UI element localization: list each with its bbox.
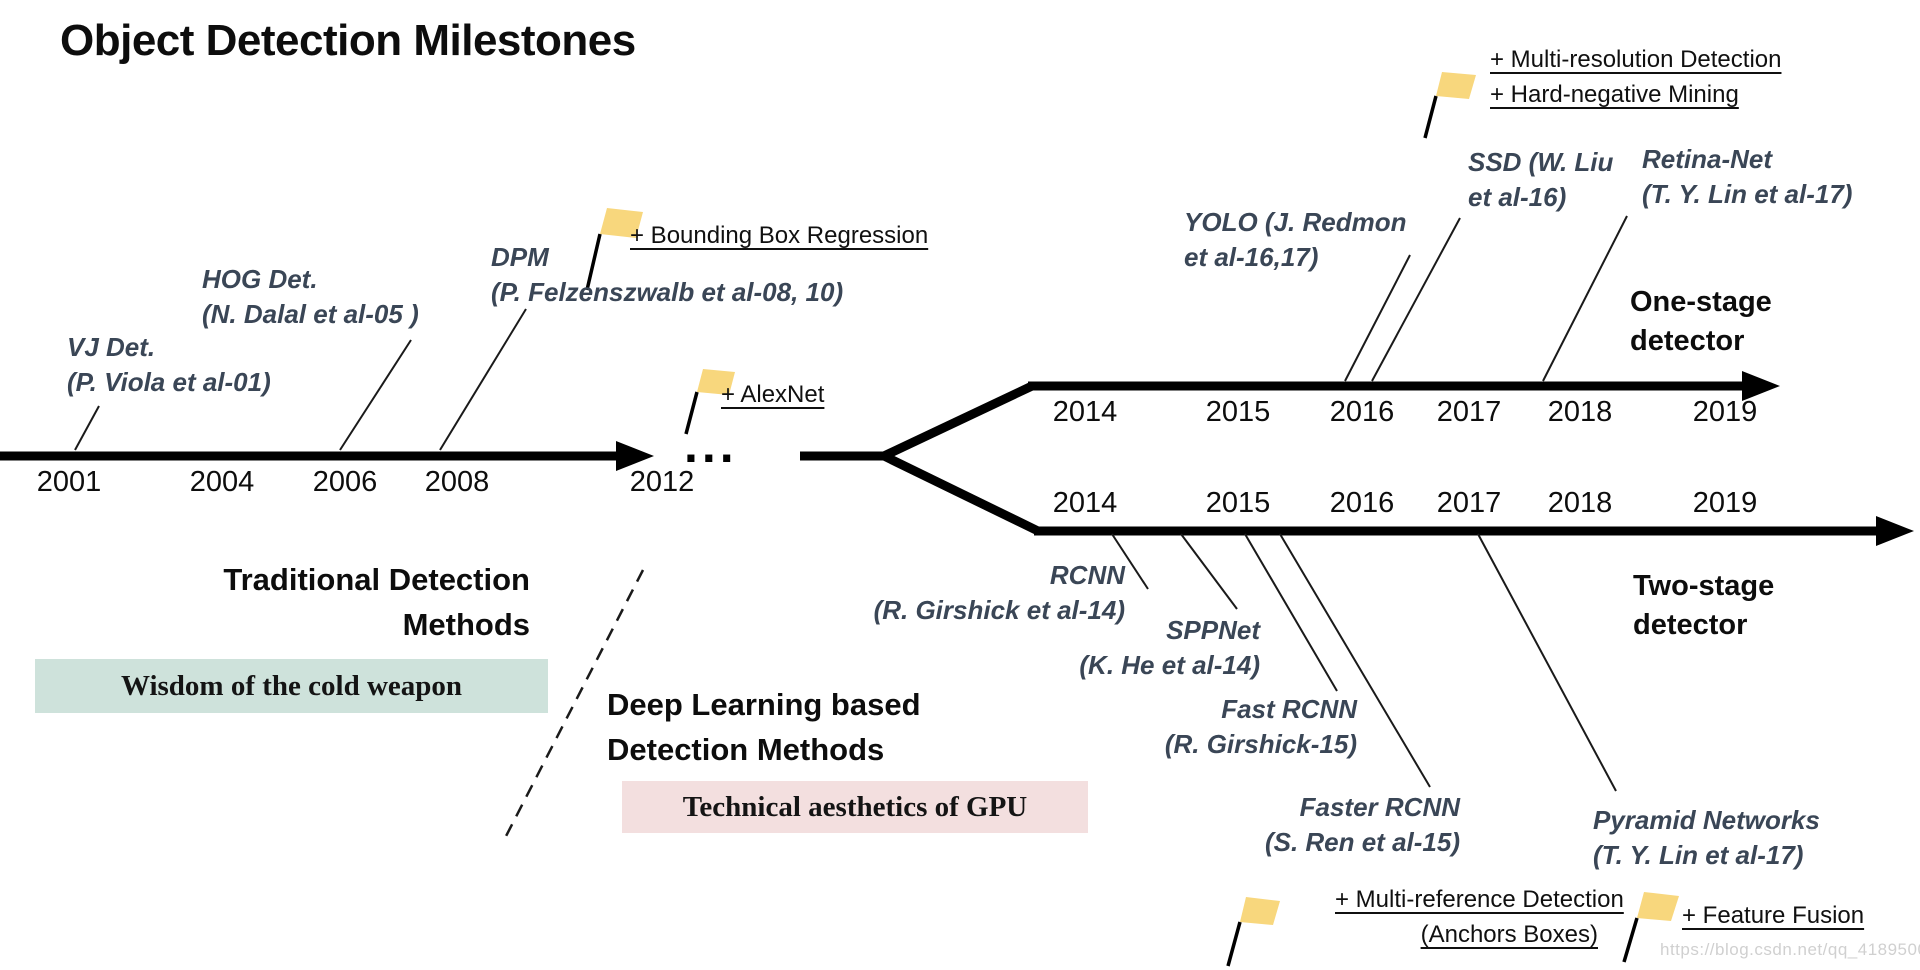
milestone-citation: (N. Dalal et al-05 ) bbox=[202, 299, 419, 329]
year-label-2001: 2001 bbox=[36, 466, 102, 498]
deep-learning-tagline-box: Technical aesthetics of GPU bbox=[622, 781, 1088, 833]
one-stage-arrow-icon bbox=[1742, 371, 1780, 401]
leader-rcnn bbox=[1111, 533, 1149, 590]
milestone-citation: (S. Ren et al-15) bbox=[1264, 827, 1460, 857]
traditional-tagline-box: Wisdom of the cold weapon bbox=[35, 659, 548, 713]
milestone-name: HOG Det. bbox=[202, 264, 318, 294]
year-label-2008: 2008 bbox=[424, 466, 490, 498]
two-stage-year-2016: 2016 bbox=[1329, 487, 1395, 519]
milestone-fast-rcnn: Fast RCNN (R. Girshick-15) bbox=[1100, 692, 1357, 762]
milestone-faster-rcnn: Faster RCNN (S. Ren et al-15) bbox=[1200, 790, 1460, 860]
flag-label-feature-fusion: + Feature Fusion bbox=[1682, 898, 1864, 933]
year-label-2006: 2006 bbox=[312, 466, 378, 498]
flag-icon-bounding-box-regression bbox=[585, 208, 643, 291]
leader-vj-det bbox=[74, 405, 100, 451]
two-stage-detector-label: Two-stage detector bbox=[1633, 570, 1775, 641]
milestone-name: SSD (W. Liu bbox=[1468, 147, 1614, 177]
milestone-pyramid-networks: Pyramid Networks (T. Y. Lin et al-17) bbox=[1593, 803, 1820, 873]
one-stage-year-2018: 2018 bbox=[1547, 396, 1613, 428]
two-stage-year-2019: 2019 bbox=[1692, 487, 1758, 519]
flag-label-multi-reference: + Multi-reference Detection (Anchors Box… bbox=[1335, 882, 1624, 952]
flag-text: (Anchors Boxes) bbox=[1420, 921, 1598, 948]
flag-text: + Bounding Box Regression bbox=[630, 222, 929, 249]
deep-learning-methods-heading: Deep Learning based Detection Methods bbox=[607, 687, 921, 767]
milestone-name: Fast RCNN bbox=[1221, 694, 1357, 724]
one-stage-year-2017: 2017 bbox=[1436, 396, 1502, 428]
leader-hog-det bbox=[339, 339, 412, 451]
two-stage-year-2018: 2018 bbox=[1547, 487, 1613, 519]
era-separator-dashed-line bbox=[501, 569, 645, 843]
flag-text: + Multi-resolution Detection bbox=[1490, 46, 1782, 73]
leader-yolo bbox=[1344, 254, 1411, 382]
milestone-citation: (K. He et al-14) bbox=[1079, 650, 1260, 680]
milestone-ssd: SSD (W. Liu et al-16) bbox=[1468, 145, 1613, 215]
leader-pyramid-networks bbox=[1477, 533, 1617, 792]
flag-icon-feature-fusion bbox=[1622, 892, 1679, 963]
flag-label-alexnet: + AlexNet bbox=[721, 377, 824, 412]
milestone-citation: (T. Y. Lin et al-17) bbox=[1593, 840, 1804, 870]
one-stage-year-2019: 2019 bbox=[1692, 396, 1758, 428]
one-stage-detector-label: One-stage detector bbox=[1630, 286, 1772, 357]
one-stage-year-2016: 2016 bbox=[1329, 396, 1395, 428]
year-label-2012: 2012 bbox=[629, 466, 695, 498]
milestone-name: YOLO (J. Redmon bbox=[1184, 207, 1407, 237]
milestone-citation: (P. Viola et al-01) bbox=[67, 367, 271, 397]
year-label-2004: 2004 bbox=[189, 466, 255, 498]
two-stage-year-2017: 2017 bbox=[1436, 487, 1502, 519]
traditional-methods-heading: Traditional Detection Methods bbox=[223, 562, 530, 642]
milestone-citation: (R. Girshick et al-14) bbox=[873, 595, 1125, 625]
one-stage-year-2014: 2014 bbox=[1052, 396, 1118, 428]
leader-faster-rcnn bbox=[1279, 533, 1431, 788]
fork-lower-diagonal bbox=[882, 451, 1040, 536]
milestone-citation: (P. Felzenszwalb et al-08, 10) bbox=[491, 277, 844, 307]
flag-icon-alexnet bbox=[684, 369, 735, 435]
milestone-vj-det: VJ Det. (P. Viola et al-01) bbox=[67, 330, 271, 400]
flag-label-bounding-box-regression: + Bounding Box Regression bbox=[630, 218, 928, 253]
two-stage-year-2014: 2014 bbox=[1052, 487, 1118, 519]
deep-learning-tagline-text: Technical aesthetics of GPU bbox=[682, 790, 1028, 823]
milestone-rcnn: RCNN (R. Girshick et al-14) bbox=[845, 558, 1125, 628]
leader-dpm bbox=[439, 308, 527, 451]
flag-text: + Feature Fusion bbox=[1682, 902, 1865, 929]
watermark-text: https://blog.csdn.net/qq_41895003 bbox=[1660, 940, 1920, 959]
flag-icon-multi-reference bbox=[1226, 897, 1280, 967]
flag-text: + AlexNet bbox=[721, 381, 825, 408]
milestone-dpm: DPM (P. Felzenszwalb et al-08, 10) bbox=[491, 240, 843, 310]
leader-ssd bbox=[1371, 217, 1461, 382]
milestone-citation: et al-16,17) bbox=[1184, 242, 1319, 272]
milestone-name: Pyramid Networks bbox=[1593, 805, 1820, 835]
milestone-name: Retina-Net bbox=[1642, 144, 1773, 174]
fork-upper-diagonal bbox=[882, 381, 1034, 461]
page-title: Object Detection Milestones bbox=[60, 16, 636, 65]
leader-retina-net bbox=[1542, 215, 1628, 382]
milestone-name: DPM bbox=[491, 242, 549, 272]
milestone-citation: (R. Girshick-15) bbox=[1164, 729, 1357, 759]
milestone-sppnet: SPPNet (K. He et al-14) bbox=[1000, 613, 1260, 683]
milestone-name: SPPNet bbox=[1166, 615, 1260, 645]
flag-label-multi-resolution: + Multi-resolution Detection + Hard-nega… bbox=[1490, 42, 1781, 112]
leader-fast-rcnn bbox=[1244, 533, 1338, 692]
milestone-citation: (T. Y. Lin et al-17) bbox=[1642, 179, 1853, 209]
milestone-retina-net: Retina-Net (T. Y. Lin et al-17) bbox=[1642, 142, 1852, 212]
milestone-citation: et al-16) bbox=[1468, 182, 1567, 212]
milestone-yolo: YOLO (J. Redmon et al-16,17) bbox=[1184, 205, 1406, 275]
milestone-name: RCNN bbox=[1049, 560, 1125, 590]
milestone-name: Faster RCNN bbox=[1299, 792, 1460, 822]
flag-icon-multi-resolution bbox=[1423, 72, 1476, 139]
traditional-tagline-text: Wisdom of the cold weapon bbox=[120, 669, 463, 702]
milestone-name: VJ Det. bbox=[67, 332, 156, 362]
two-stage-arrow-icon bbox=[1876, 516, 1914, 546]
leader-sppnet bbox=[1180, 533, 1238, 610]
two-stage-year-2015: 2015 bbox=[1205, 487, 1271, 519]
milestone-hog-det: HOG Det. (N. Dalal et al-05 ) bbox=[202, 262, 419, 332]
flag-text: + Multi-reference Detection bbox=[1335, 886, 1624, 913]
flag-text: + Hard-negative Mining bbox=[1490, 81, 1739, 108]
main-timeline-arrow-icon bbox=[616, 441, 654, 471]
one-stage-year-2015: 2015 bbox=[1205, 396, 1271, 428]
timeline-gap-ellipsis: ... bbox=[684, 417, 738, 473]
